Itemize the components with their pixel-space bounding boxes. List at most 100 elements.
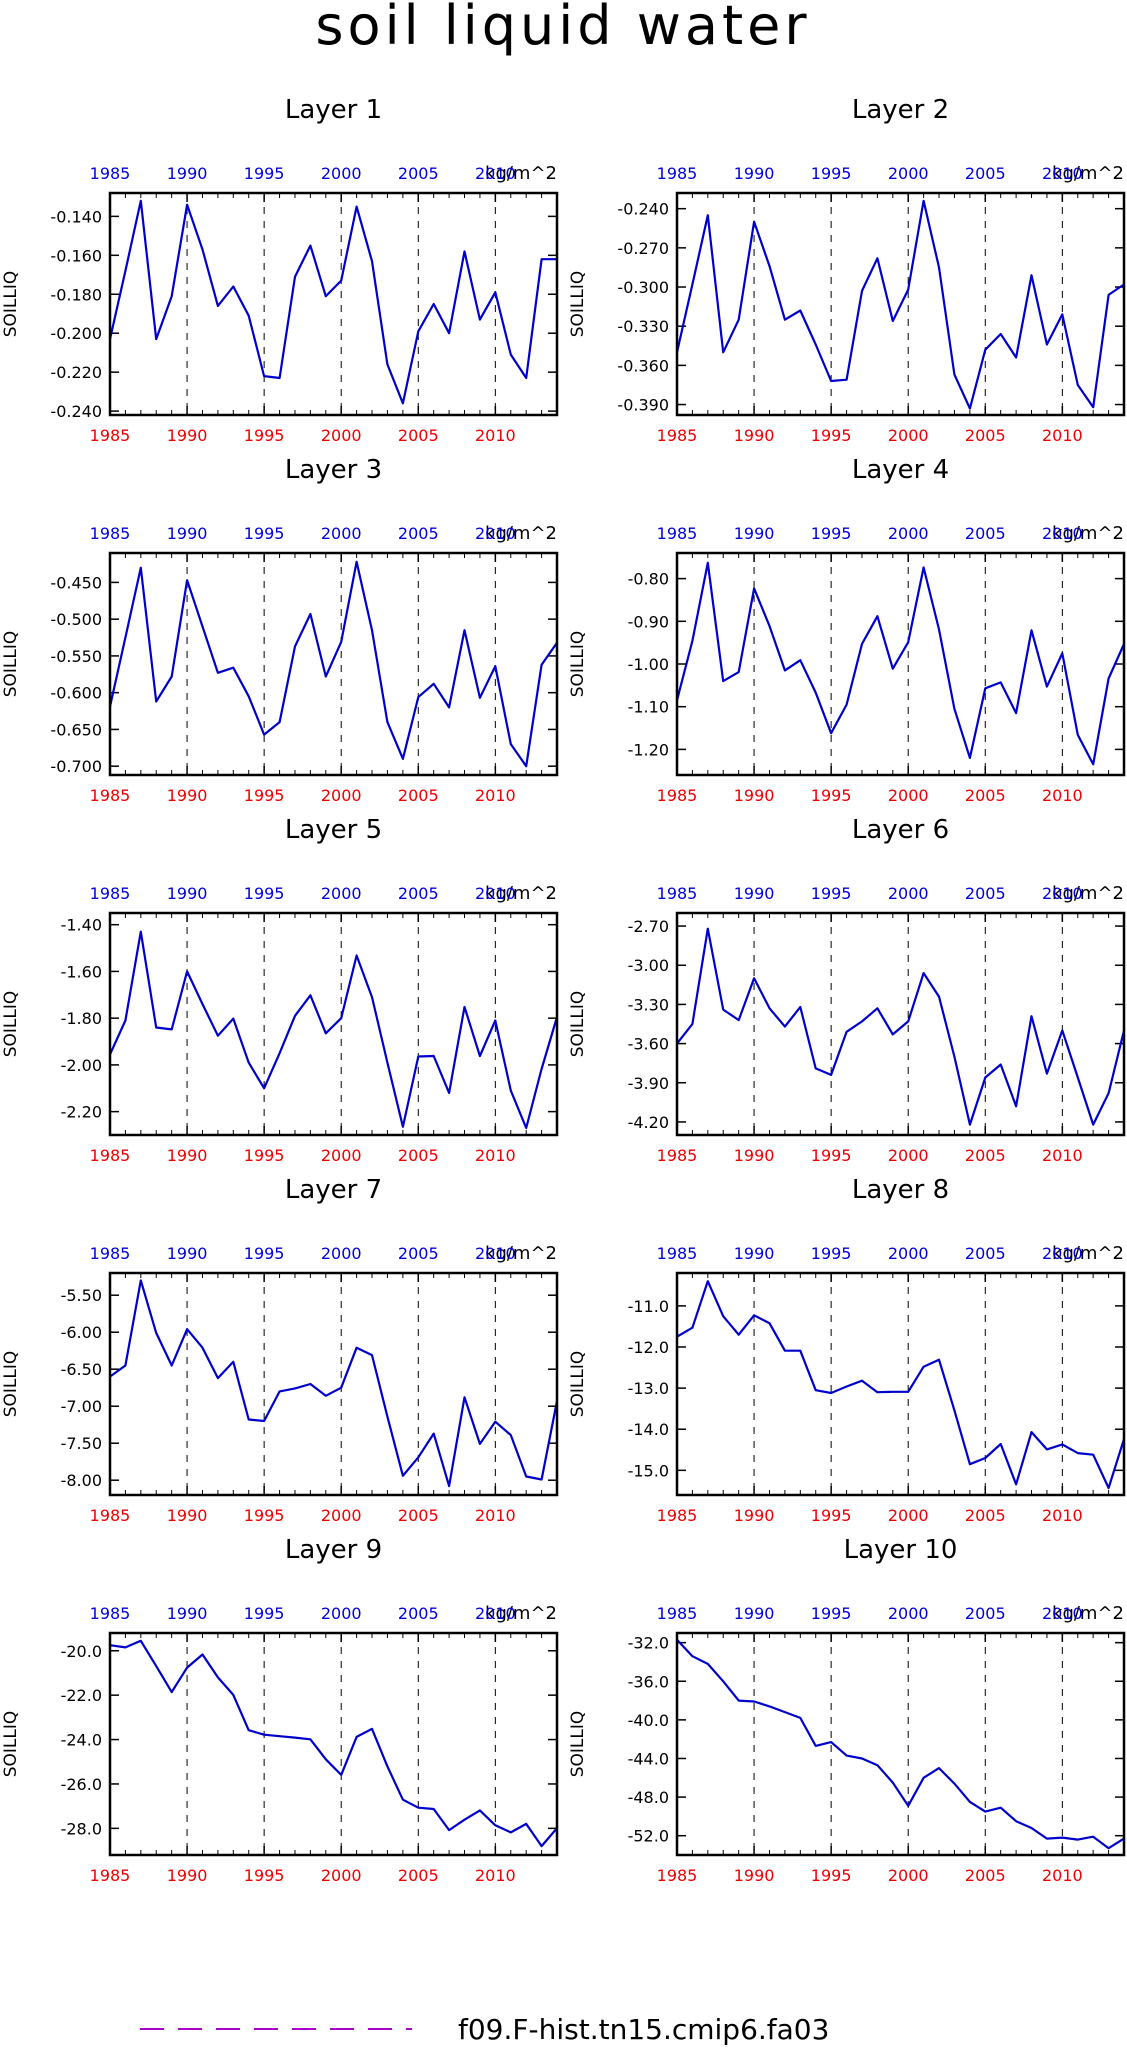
y-tick-label: -36.0 [628, 1672, 669, 1691]
x-tick-label: 1995 [811, 1866, 852, 1885]
x-tick-label-top: 1990 [734, 1604, 775, 1623]
x-tick-label-top: 2000 [321, 884, 362, 903]
x-tick-label: 2000 [321, 1506, 362, 1525]
series-line [676, 1639, 1125, 1850]
x-tick-label-top: 2010 [475, 164, 516, 183]
y-tick-label: -0.700 [50, 757, 102, 776]
x-tick-label: 1995 [244, 1146, 285, 1165]
x-tick-label: 1995 [811, 426, 852, 445]
panel-title: Layer 4 [852, 455, 949, 485]
x-tick-label-top: 1995 [244, 884, 285, 903]
plot-frame [675, 1631, 1126, 1857]
units-label: kg/m^2 [485, 523, 557, 544]
panel-title: Layer 3 [285, 455, 382, 485]
y-axis-label: SOILLIQ [568, 631, 588, 698]
x-tick-label: 1995 [811, 1506, 852, 1525]
y-tick-label: -15.0 [628, 1461, 669, 1480]
y-tick-label: -0.650 [50, 720, 102, 739]
units-label: kg/m^2 [485, 1243, 557, 1264]
chart-panel-1: Layer 1 kg/m^2 SOILLIQ 1985 1985 1990 1990 1995… [1, 95, 559, 445]
x-tick-label-top: 2005 [965, 1244, 1006, 1263]
x-tick-label: 2010 [475, 786, 516, 805]
series-line [675, 561, 1126, 766]
chart-panel-4: Layer 4 kg/m^2 SOILLIQ 1985 1985 1990 1990 1995… [568, 455, 1126, 805]
x-tick-label: 2005 [398, 1506, 439, 1525]
x-tick-label-top: 1990 [167, 884, 208, 903]
x-tick-label: 2010 [1042, 1866, 1083, 1885]
x-tick-label: 1990 [734, 1146, 775, 1165]
y-tick-label: -0.330 [617, 317, 669, 336]
x-tick-label: 2000 [321, 426, 362, 445]
y-tick-label: -0.140 [50, 207, 102, 226]
x-tick-label: 2000 [321, 1866, 362, 1885]
x-tick-label-top: 2000 [321, 1244, 362, 1263]
y-tick-label: -0.240 [50, 402, 102, 421]
panel-title: Layer 1 [285, 95, 382, 125]
x-tick-label: 2000 [321, 1146, 362, 1165]
y-axis-label: SOILLIQ [568, 991, 588, 1058]
x-tick-label: 1990 [734, 426, 775, 445]
x-tick-label-top: 1985 [90, 1244, 131, 1263]
x-tick-label: 1990 [167, 786, 208, 805]
y-tick-label: -3.00 [628, 956, 669, 975]
x-tick-label: 2005 [398, 426, 439, 445]
units-label: kg/m^2 [1052, 883, 1124, 904]
panels: Layer 1 kg/m^2 SOILLIQ 1985 1985 1990 1990 1995… [1, 95, 1126, 1885]
x-tick-label: 2000 [888, 1506, 929, 1525]
x-tick-label-top: 2005 [965, 524, 1006, 543]
chart-panel-2: Layer 2 kg/m^2 SOILLIQ 1985 1985 1990 1990 1995… [568, 95, 1126, 445]
x-tick-label: 2010 [475, 1146, 516, 1165]
y-tick-label: -0.270 [617, 239, 669, 258]
units-label: kg/m^2 [485, 883, 557, 904]
y-tick-label: -0.390 [617, 396, 669, 415]
x-tick-label-top: 1985 [90, 884, 131, 903]
x-tick-label-top: 2005 [398, 524, 439, 543]
y-tick-label: -8.00 [61, 1471, 102, 1490]
x-tick-label: 1995 [244, 1506, 285, 1525]
chart-panel-10: Layer 10 kg/m^2 SOILLIQ 1985 1985 1990 1990 199… [568, 1535, 1126, 1885]
y-tick-label: -14.0 [628, 1420, 669, 1439]
plot-frame [675, 551, 1126, 777]
series-line [108, 560, 558, 768]
x-tick-label: 1985 [657, 426, 698, 445]
x-tick-label-top: 1990 [734, 1244, 775, 1263]
x-tick-label-top: 2005 [398, 884, 439, 903]
y-axis-label: SOILLIQ [568, 1711, 588, 1778]
y-tick-label: -0.450 [50, 573, 102, 592]
x-tick-label: 2005 [398, 786, 439, 805]
x-tick-label: 2005 [398, 1866, 439, 1885]
units-label: kg/m^2 [1052, 1603, 1124, 1624]
x-tick-label-top: 1985 [657, 164, 698, 183]
x-tick-label-top: 1995 [811, 884, 852, 903]
x-tick-label: 1995 [244, 1866, 285, 1885]
series-line [109, 1639, 558, 1848]
y-tick-label: -24.0 [61, 1731, 102, 1750]
x-tick-label: 2005 [965, 786, 1006, 805]
x-tick-label-top: 1995 [244, 1244, 285, 1263]
y-tick-label: -0.240 [617, 200, 669, 219]
x-tick-label-top: 2010 [475, 1604, 516, 1623]
x-tick-label: 1985 [90, 786, 131, 805]
y-tick-label: -0.500 [50, 610, 102, 629]
chart-panel-9: Layer 9 kg/m^2 SOILLIQ 1985 1985 1990 1990 1995… [1, 1535, 559, 1885]
y-tick-label: -7.50 [61, 1434, 102, 1453]
y-tick-label: -0.220 [50, 363, 102, 382]
x-tick-label-top: 1995 [811, 164, 852, 183]
y-tick-label: -40.0 [628, 1711, 669, 1730]
units-label: kg/m^2 [1052, 163, 1124, 184]
y-tick-label: -4.20 [628, 1113, 669, 1132]
chart-panel-8: Layer 8 kg/m^2 SOILLIQ 1985 1985 1990 1990 1995… [568, 1175, 1126, 1525]
x-tick-label: 2000 [888, 1866, 929, 1885]
x-tick-label: 2000 [888, 426, 929, 445]
y-tick-label: -0.90 [628, 612, 669, 631]
legend-label: f09.F-hist.tn15.cmip6.fa03 [458, 2013, 829, 2046]
x-tick-label-top: 1985 [657, 1604, 698, 1623]
plot-frame [675, 191, 1126, 417]
x-tick-label-top: 2005 [965, 164, 1006, 183]
y-axis-label: SOILLIQ [1, 1351, 21, 1418]
x-tick-label-top: 2000 [321, 1604, 362, 1623]
figure-title: soil liquid water [315, 0, 810, 57]
y-tick-label: -0.550 [50, 647, 102, 666]
series-line [675, 199, 1125, 410]
x-tick-label-top: 1995 [244, 164, 285, 183]
